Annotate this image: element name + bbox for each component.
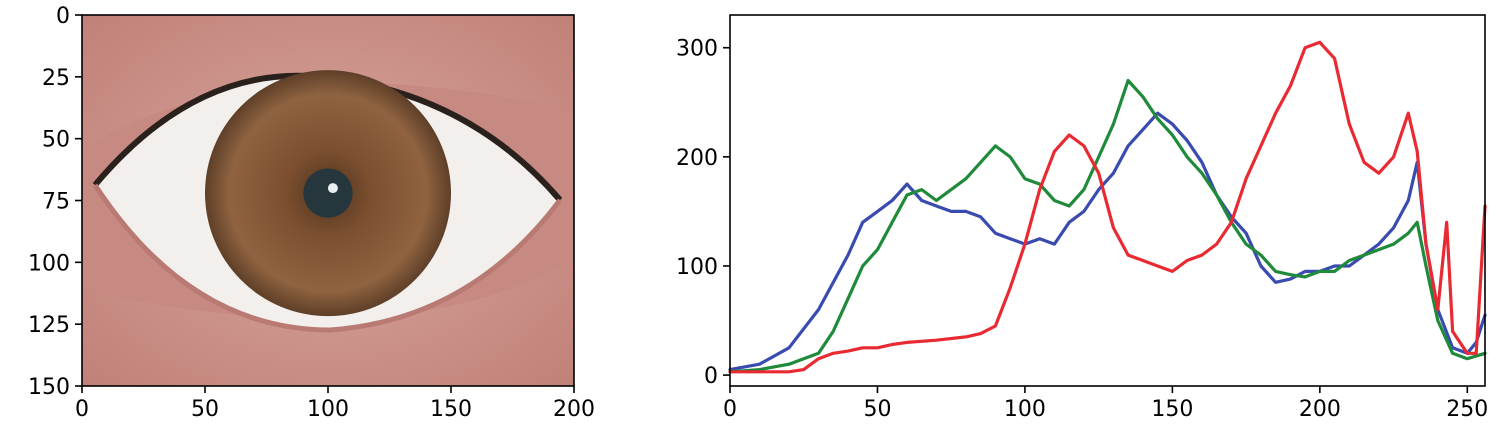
right-y-tick-label: 200 bbox=[676, 146, 718, 171]
right-x-tick-label: 150 bbox=[1151, 397, 1193, 422]
left-axes-ticks: 0 50 100 150 200 0 25 50 75 100 125 150 bbox=[28, 4, 595, 422]
left-x-tick-label: 100 bbox=[307, 397, 349, 422]
right-y-tick-label: 300 bbox=[676, 37, 718, 62]
green-channel-line bbox=[728, 78, 1487, 374]
left-x-tick-label: 0 bbox=[75, 397, 89, 422]
left-y-tick-label: 50 bbox=[42, 128, 70, 153]
eye-image-panel: 0 50 100 150 200 0 25 50 75 100 125 150 bbox=[28, 4, 595, 422]
left-x-tick-label: 50 bbox=[191, 397, 219, 422]
right-x-tick-label: 100 bbox=[1004, 397, 1046, 422]
left-x-tick-label: 150 bbox=[430, 397, 472, 422]
left-y-tick-label: 0 bbox=[56, 4, 70, 29]
right-axes-ticks: 0 50 100 150 200 250 0 100 200 300 bbox=[676, 37, 1488, 422]
histogram-panel: 0 50 100 150 200 250 0 100 200 300 bbox=[676, 14, 1488, 422]
lower-eyelid bbox=[92, 183, 562, 333]
right-x-tick-label: 200 bbox=[1299, 397, 1341, 422]
left-y-tick-label: 100 bbox=[28, 251, 70, 276]
left-y-tick-label: 75 bbox=[42, 190, 70, 215]
right-x-tick-label: 0 bbox=[723, 397, 737, 422]
left-x-tick-label: 200 bbox=[553, 397, 595, 422]
right-x-tick-label: 250 bbox=[1446, 397, 1488, 422]
right-y-tick-label: 0 bbox=[704, 364, 718, 389]
eye-glint bbox=[327, 183, 338, 194]
left-y-tick-label: 125 bbox=[28, 313, 70, 338]
histogram-series bbox=[728, 40, 1487, 374]
red-channel-line bbox=[728, 40, 1487, 374]
left-y-tick-label: 25 bbox=[42, 66, 70, 91]
right-y-tick-label: 100 bbox=[676, 255, 718, 280]
eye-image bbox=[82, 15, 574, 386]
right-axes-frame bbox=[729, 14, 1486, 387]
right-x-tick-label: 50 bbox=[863, 397, 891, 422]
blue-channel-line bbox=[728, 111, 1487, 372]
eye-pupil bbox=[303, 168, 353, 218]
left-y-tick-label: 150 bbox=[28, 375, 70, 400]
